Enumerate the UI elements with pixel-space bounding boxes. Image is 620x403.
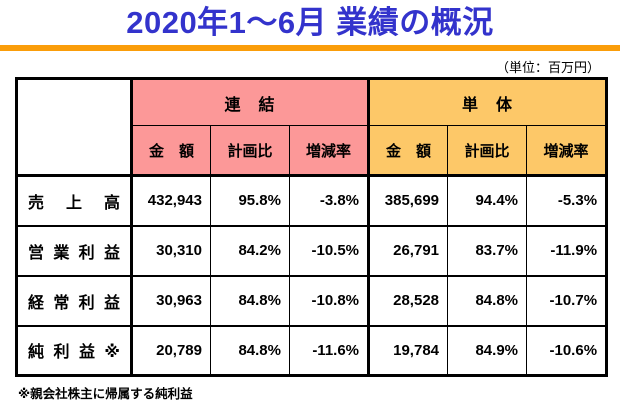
page-title: 2020年1～6月 業績の概況: [126, 5, 494, 40]
data-cell: 94.4%: [447, 174, 528, 226]
col-header-amount-consolidated: 金 額: [131, 125, 211, 177]
data-cell: 26,791: [367, 224, 449, 276]
col-header-change-rate-nonconsolidated: 増減率: [526, 125, 609, 177]
data-cell: 28,528: [367, 274, 449, 326]
group-header-nonconsolidated: 単 体: [367, 77, 609, 126]
data-cell: 84.8%: [447, 274, 528, 326]
data-cell: 30,310: [131, 224, 211, 276]
data-cell: 19,784: [367, 324, 449, 377]
data-cell: 84.8%: [210, 324, 290, 377]
row-label-operating-income: 営 業 利 益: [15, 224, 133, 276]
col-header-amount-nonconsolidated: 金 額: [367, 125, 449, 177]
data-cell: 84.8%: [210, 274, 290, 326]
data-cell: -3.8%: [288, 174, 370, 226]
data-cell: 95.8%: [210, 174, 290, 226]
corner-cell: [15, 77, 133, 177]
row-label-net-income: 純 利 益 ※: [15, 324, 133, 377]
data-cell: -10.6%: [526, 324, 609, 377]
col-header-plan-ratio-nonconsolidated: 計画比: [447, 125, 528, 177]
data-cell: -11.9%: [526, 224, 609, 276]
data-cell: 30,963: [131, 274, 211, 326]
data-cell: 84.2%: [210, 224, 290, 276]
data-cell: 83.7%: [447, 224, 528, 276]
data-cell: -10.5%: [288, 224, 370, 276]
data-cell: 84.9%: [447, 324, 528, 377]
row-label-ordinary-income: 経 常 利 益: [15, 274, 133, 326]
results-table: 連 結 単 体 金 額 計画比 増減率 金 額 計画比 増減率 売 上 高 43…: [15, 77, 609, 377]
data-cell: -10.7%: [526, 274, 609, 326]
row-label-net-sales: 売 上 高: [15, 174, 133, 226]
data-cell: -10.8%: [288, 274, 370, 326]
data-cell: 385,699: [367, 174, 449, 226]
unit-label: （単位：百万円）: [495, 60, 600, 75]
data-cell: 20,789: [131, 324, 211, 377]
data-cell: -5.3%: [526, 174, 609, 226]
data-cell: 432,943: [131, 174, 211, 226]
data-cell: -11.6%: [288, 324, 370, 377]
footnote: ※親会社株主に帰属する純利益: [18, 387, 193, 401]
title-underline: [0, 45, 620, 51]
group-header-consolidated: 連 結: [130, 77, 370, 126]
col-header-plan-ratio-consolidated: 計画比: [210, 125, 290, 177]
col-header-change-rate-consolidated: 増減率: [288, 125, 370, 177]
